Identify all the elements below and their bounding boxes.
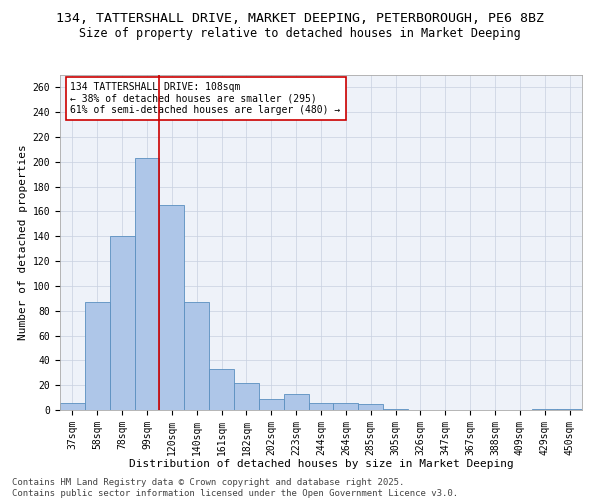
Bar <box>557 409 582 410</box>
Text: 134 TATTERSHALL DRIVE: 108sqm
← 38% of detached houses are smaller (295)
61% of : 134 TATTERSHALL DRIVE: 108sqm ← 38% of d… <box>70 82 341 115</box>
Bar <box>234 382 259 410</box>
Bar <box>160 206 184 410</box>
Bar <box>209 369 234 410</box>
X-axis label: Distribution of detached houses by size in Market Deeping: Distribution of detached houses by size … <box>128 459 514 469</box>
Bar <box>532 409 557 410</box>
Bar <box>134 158 160 410</box>
Bar <box>284 394 308 410</box>
Bar <box>259 399 284 410</box>
Text: Contains HM Land Registry data © Crown copyright and database right 2025.
Contai: Contains HM Land Registry data © Crown c… <box>12 478 458 498</box>
Bar <box>184 302 209 410</box>
Bar <box>85 302 110 410</box>
Text: Size of property relative to detached houses in Market Deeping: Size of property relative to detached ho… <box>79 28 521 40</box>
Bar <box>358 404 383 410</box>
Bar <box>334 402 358 410</box>
Bar <box>383 409 408 410</box>
Y-axis label: Number of detached properties: Number of detached properties <box>19 144 28 340</box>
Bar <box>60 402 85 410</box>
Bar <box>110 236 134 410</box>
Text: 134, TATTERSHALL DRIVE, MARKET DEEPING, PETERBOROUGH, PE6 8BZ: 134, TATTERSHALL DRIVE, MARKET DEEPING, … <box>56 12 544 26</box>
Bar <box>308 402 334 410</box>
